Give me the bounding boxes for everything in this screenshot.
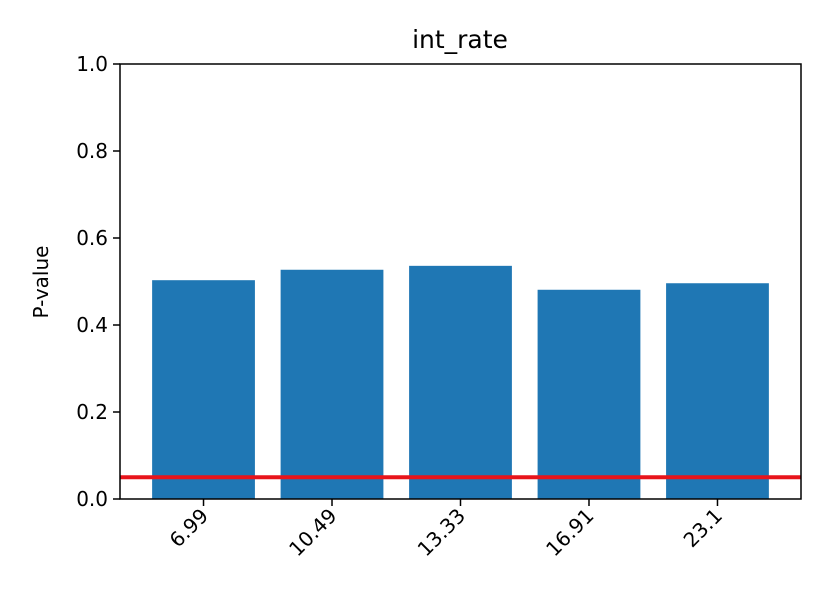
x-tick-label: 10.49 (284, 504, 341, 561)
y-tick-label: 0.8 (76, 139, 108, 163)
y-tick-label: 0.4 (76, 313, 108, 337)
x-tick-label: 6.99 (165, 504, 213, 552)
plot-frame (119, 63, 802, 500)
y-axis-ticks: 0.0 0.2 0.4 0.6 0.8 1.0 (76, 52, 120, 511)
chart-title: int_rate (412, 25, 508, 54)
bar-13.33 (409, 265, 512, 499)
bar-23.1 (666, 283, 769, 499)
x-tick-label: 13.33 (413, 504, 470, 561)
x-tick-label: 16.91 (541, 504, 598, 561)
bars-group (152, 265, 769, 499)
y-tick-label: 0.6 (76, 226, 108, 250)
bar-16.91 (537, 289, 641, 499)
y-tick-label: 0.2 (76, 400, 108, 424)
bar-6.99 (152, 280, 255, 499)
y-tick-label: 1.0 (76, 52, 108, 76)
x-tick-label: 23.1 (679, 504, 727, 552)
y-axis-label: P-value (29, 246, 53, 319)
bar-10.49 (280, 269, 384, 499)
y-tick-label: 0.0 (76, 487, 108, 511)
x-axis-ticks: 6.99 10.49 13.33 16.91 23.1 (165, 499, 727, 561)
